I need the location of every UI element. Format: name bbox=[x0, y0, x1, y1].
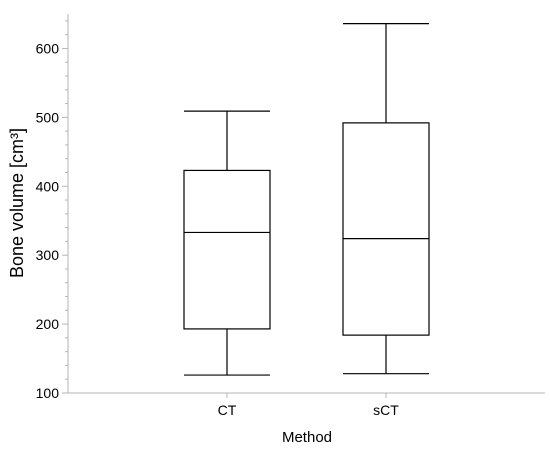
y-tick-label: 600 bbox=[36, 40, 60, 56]
x-axis-ticks: CT sCT bbox=[218, 393, 399, 418]
y-axis-title: Bone volume [cm³] bbox=[7, 128, 27, 278]
x-tick-label: sCT bbox=[373, 402, 399, 418]
y-tick-label: 300 bbox=[36, 247, 60, 263]
plot-area bbox=[67, 14, 545, 394]
y-tick-label: 500 bbox=[36, 109, 60, 125]
y-tick-label: 200 bbox=[36, 316, 60, 332]
iqr-box bbox=[342, 122, 430, 336]
y-axis-ticks: 100 200 300 400 500 600 bbox=[36, 20, 68, 401]
box-sct bbox=[342, 23, 430, 375]
x-axis-title: Method bbox=[282, 429, 332, 446]
y-tick-label: 100 bbox=[36, 385, 60, 401]
box-ct bbox=[183, 110, 271, 376]
x-tick-label: CT bbox=[218, 402, 237, 418]
y-tick-label: 400 bbox=[36, 178, 60, 194]
boxes bbox=[183, 23, 430, 376]
iqr-box bbox=[183, 169, 271, 330]
